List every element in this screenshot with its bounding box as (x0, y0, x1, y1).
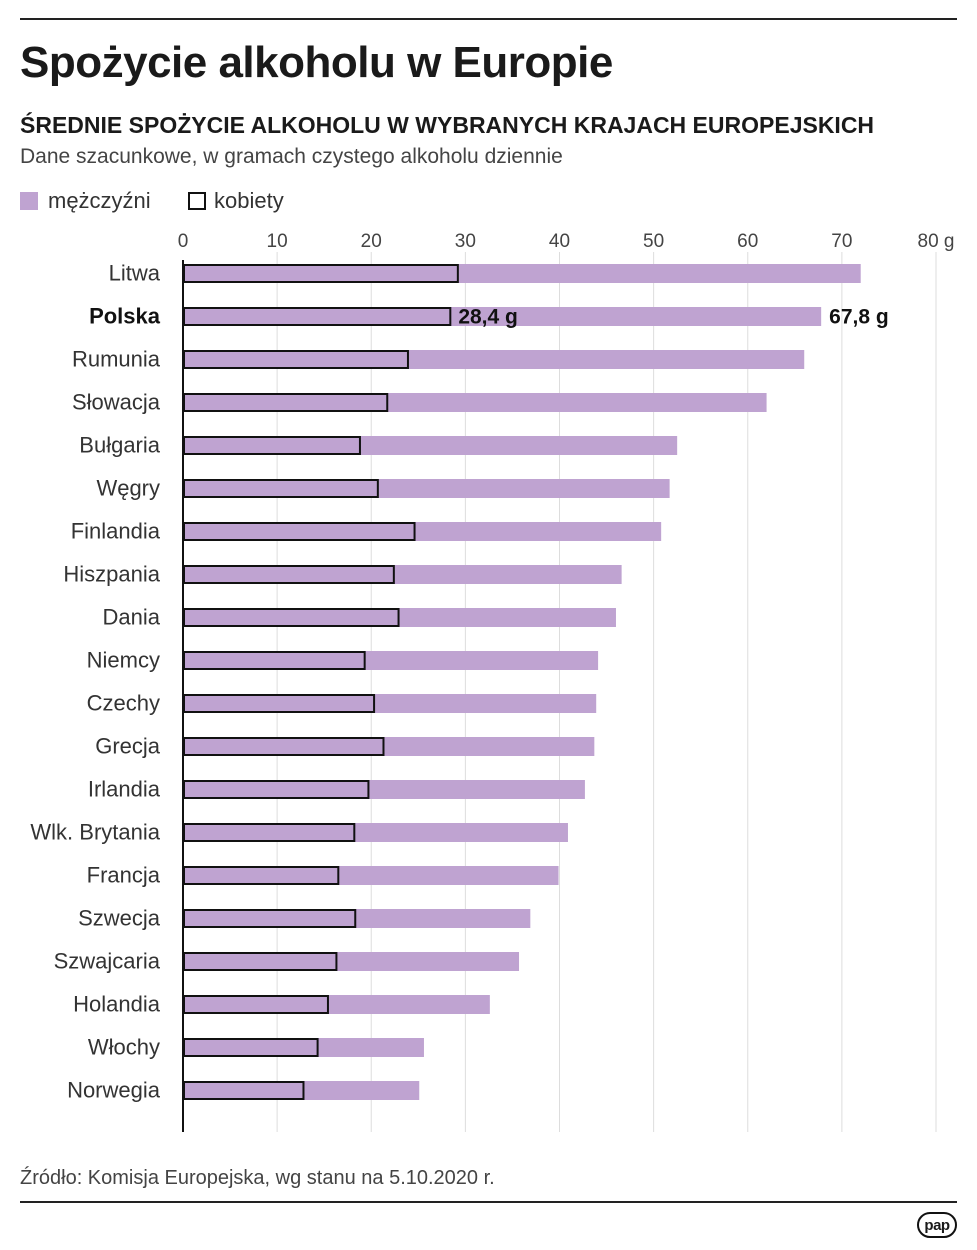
legend-item-men: mężczyźni (20, 186, 151, 216)
legend-label-men: mężczyźni (48, 188, 151, 213)
legend-swatch-men (20, 192, 38, 210)
category-label: Polska (89, 304, 161, 329)
bar-men (183, 307, 822, 326)
bar-men (183, 694, 597, 713)
category-label: Dania (103, 605, 161, 630)
bar-men (183, 909, 531, 928)
category-label: Włochy (88, 1035, 160, 1060)
category-label: Grecja (95, 734, 161, 759)
category-label: Czechy (87, 691, 160, 716)
bar-men (183, 651, 599, 670)
bar-men (183, 393, 767, 412)
category-label: Słowacja (72, 390, 161, 415)
legend-item-women: kobiety (188, 186, 284, 216)
pap-logo: pap (917, 1212, 957, 1238)
legend-swatch-women (188, 192, 206, 210)
category-label: Hiszpania (63, 562, 160, 587)
bar-men (183, 780, 585, 799)
bar-men (183, 952, 520, 971)
bottom-rule (20, 1201, 957, 1203)
bar-men (183, 436, 678, 455)
category-label: Szwajcaria (54, 949, 161, 974)
data-label: 28,4 g (458, 306, 518, 329)
category-label: Wlk. Brytania (30, 820, 160, 845)
bar-chart: 0 10 20 30 40 50 60 70 80 g Litwa Polska Rumunia Sło… (30, 231, 955, 1132)
chart-title: Spożycie alkoholu w Europie (20, 38, 613, 87)
category-label: Norwegia (67, 1078, 161, 1103)
category-label: Finlandia (71, 519, 161, 544)
category-label: Holandia (73, 992, 161, 1017)
legend-label-women: kobiety (214, 188, 284, 213)
category-label: Francja (87, 863, 161, 888)
bar-men (183, 522, 662, 541)
data-label: 67,8 g (829, 306, 889, 329)
x-tick-label: 0 (178, 231, 189, 252)
bar-men (183, 350, 805, 369)
category-label: Węgry (96, 476, 160, 501)
x-tick-label: 60 (737, 231, 758, 252)
bar-men (183, 479, 670, 498)
category-label: Rumunia (72, 347, 161, 372)
source-note: Źródło: Komisja Europejska, wg stanu na … (20, 1167, 495, 1189)
chart-description: Dane szacunkowe, w gramach czystego alko… (20, 145, 563, 168)
x-tick-label: 40 (549, 231, 570, 252)
category-label: Niemcy (87, 648, 160, 673)
bar-men (183, 737, 595, 756)
bar-men (183, 264, 861, 283)
bar-men (183, 866, 559, 885)
category-label: Bułgaria (79, 433, 160, 458)
x-tick-label: 10 (267, 231, 288, 252)
chart-subtitle: ŚREDNIE SPOŻYCIE ALKOHOLU W WYBRANYCH KR… (20, 112, 875, 138)
bar-men (183, 995, 490, 1014)
bar-men (183, 1081, 420, 1100)
pap-logo-text: pap (924, 1216, 950, 1234)
bar-men (183, 565, 622, 584)
category-label: Litwa (109, 261, 161, 286)
category-label: Irlandia (88, 777, 161, 802)
x-tick-label: 50 (643, 231, 664, 252)
top-rule (20, 18, 957, 20)
x-tick-label: 20 (361, 231, 382, 252)
x-tick-label: 70 (831, 231, 852, 252)
x-tick-label: 80 g (918, 231, 955, 252)
category-label: Szwecja (78, 906, 161, 931)
bar-men (183, 823, 568, 842)
bar-men (183, 1038, 424, 1057)
x-tick-label: 30 (455, 231, 476, 252)
